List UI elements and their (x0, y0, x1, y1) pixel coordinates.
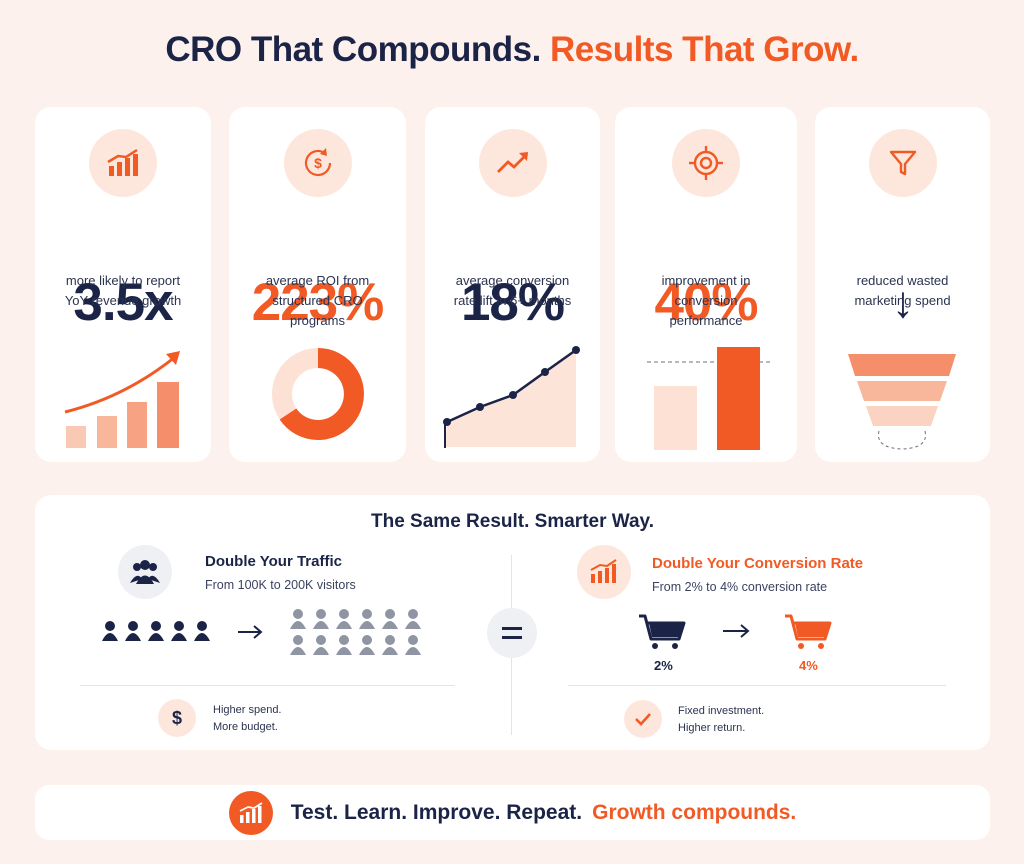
left-subtitle: From 100K to 200K visitors (205, 578, 356, 592)
person-icon (336, 635, 352, 655)
person-icon (405, 635, 421, 655)
page-title: CRO That Compounds. Results That Grow. (0, 30, 1024, 70)
note-line: Fixed investment. (678, 705, 765, 717)
person-icon (148, 621, 164, 641)
footer-banner: Test. Learn. Improve. Repeat. Growth com… (35, 785, 990, 840)
desc-line: structured CRO (272, 293, 363, 308)
person-icon (194, 621, 210, 641)
desc-line: conversion (674, 293, 738, 308)
growth-bars-icon (577, 545, 631, 599)
stat-value: 223% (251, 273, 385, 332)
title-part-2: Results That Grow. (550, 30, 859, 69)
desc-line: average ROI from (265, 273, 370, 288)
people-to (290, 609, 421, 655)
dollar-icon: $ (158, 699, 196, 737)
comparison-title: The Same Result. Smarter Way. (371, 511, 654, 532)
person-icon (125, 621, 141, 641)
down-arrow-icon: ↓ (892, 278, 914, 327)
stat-card-revenue-growth: 3.5x more likely to report YoY revenue g… (35, 107, 211, 462)
navy-cart-icon (639, 614, 686, 649)
desc-line: improvement in (661, 273, 751, 288)
note-line: Higher return. (678, 722, 746, 734)
person-icon (171, 621, 187, 641)
stat-value: 3.5x (73, 273, 173, 332)
target-icon (672, 129, 740, 197)
left-note: Higher spend. More budget. (213, 702, 282, 736)
right-title: Double Your Conversion Rate (652, 555, 864, 572)
divider (568, 685, 946, 686)
cart-comparison-graphic (639, 614, 832, 649)
divider (80, 685, 455, 686)
svg-text:$: $ (314, 155, 322, 171)
desc-line: programs (290, 313, 345, 328)
growth-bars-icon (89, 129, 157, 197)
note-line: More budget. (213, 721, 278, 733)
footer-text-2: Growth compounds. (592, 800, 797, 824)
donut-graphic (272, 348, 364, 440)
person-icon (382, 635, 398, 655)
person-icon (313, 635, 329, 655)
title-part-1: CRO That Compounds. (165, 30, 541, 69)
stat-card-performance: 40% improvement in conversion performanc… (615, 107, 797, 462)
right-note: Fixed investment. Higher return. (678, 703, 764, 737)
rising-bars-graphic (64, 351, 180, 448)
people-from (102, 621, 210, 641)
funnel-graphic (848, 354, 956, 450)
stat-description: improvement in conversion performance (615, 271, 797, 331)
stat-description: reduced wasted marketing spend (815, 271, 990, 311)
comparison-panel: The Same Result. Smarter Way. Double You… (35, 495, 990, 750)
stat-value: 18% (460, 273, 565, 332)
funnel-icon (868, 129, 937, 197)
right-subtitle: From 2% to 4% conversion rate (652, 580, 828, 594)
from-rate: 2% (654, 658, 673, 673)
person-icon (405, 609, 421, 629)
stat-value: 40% (654, 273, 758, 332)
person-icon (102, 621, 118, 641)
traffic-people-graphic (102, 609, 421, 655)
equals-icon (487, 608, 537, 658)
check-icon (624, 700, 662, 738)
person-icon (290, 635, 306, 655)
growth-bars-icon (228, 790, 273, 835)
desc-line: performance (669, 313, 743, 328)
person-icon (336, 609, 352, 629)
desc-line: average conversion (455, 273, 570, 288)
person-icon (359, 635, 375, 655)
desc-line: YoY revenue growth (64, 293, 182, 308)
stat-description: more likely to report YoY revenue growth (35, 271, 211, 311)
person-icon (290, 609, 306, 629)
left-title: Double Your Traffic (205, 553, 342, 570)
people-group-icon (118, 545, 172, 599)
person-icon (382, 609, 398, 629)
note-line: Higher spend. (213, 704, 282, 716)
desc-line: marketing spend (854, 293, 951, 308)
line-trend-graphic (443, 346, 580, 448)
stat-description: average conversion rate lift in 6+ month… (425, 271, 600, 311)
desc-line: more likely to report (65, 273, 181, 288)
orange-cart-icon (785, 614, 832, 649)
stat-card-wasted-spend: ↓ reduced wasted marketing spend (815, 107, 990, 462)
stat-card-roi: $ 223% average ROI from structured CRO p… (229, 107, 406, 462)
trend-up-icon (478, 129, 547, 197)
desc-line: rate lift in 6+ months (453, 293, 572, 308)
to-rate: 4% (799, 658, 818, 673)
desc-line: reduced wasted (856, 273, 949, 288)
person-icon (359, 609, 375, 629)
stat-description: average ROI from structured CRO programs (229, 271, 406, 331)
stat-card-conversion-lift: 18% average conversion rate lift in 6+ m… (425, 107, 600, 462)
dollar-cycle-icon: $ (283, 129, 352, 197)
person-icon (313, 609, 329, 629)
before-after-bars-graphic (647, 347, 770, 450)
footer-text-1: Test. Learn. Improve. Repeat. (290, 800, 583, 824)
